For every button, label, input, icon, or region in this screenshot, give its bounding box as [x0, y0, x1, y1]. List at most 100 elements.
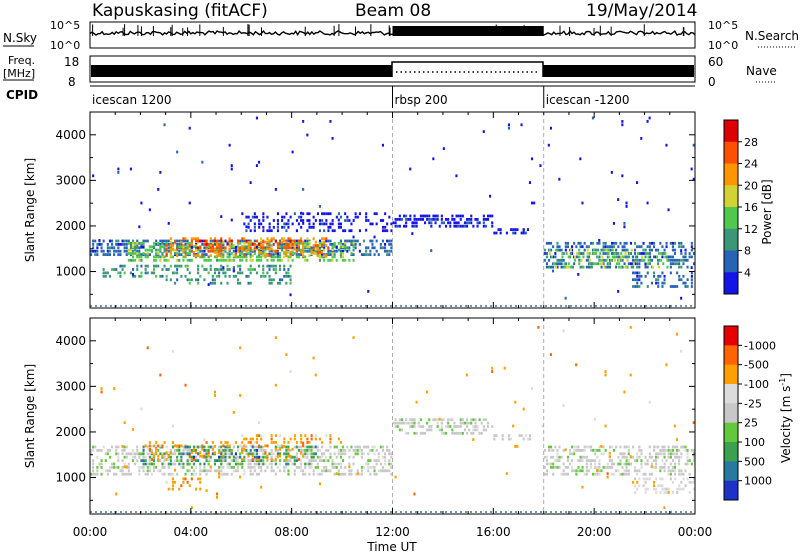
data-cell [390, 455, 393, 459]
data-cell [180, 245, 183, 249]
data-cell [629, 455, 632, 458]
data-cell [239, 258, 242, 262]
data-cell [197, 477, 200, 481]
data-cell [474, 421, 477, 425]
data-cell [195, 237, 198, 241]
data-cell [195, 459, 198, 462]
data-cell [403, 214, 406, 218]
data-cell [119, 249, 122, 253]
data-cell [577, 459, 580, 462]
data-cell [251, 472, 254, 476]
data-cell [218, 249, 221, 253]
data-cell [276, 449, 279, 452]
data-cell [552, 472, 555, 476]
data-cell [323, 240, 326, 244]
data-cell [260, 274, 263, 278]
data-cell [157, 454, 160, 458]
data-cell [583, 472, 586, 476]
data-cell [453, 421, 456, 425]
data-cell [205, 455, 208, 459]
data-cell [415, 400, 418, 404]
data-cell [629, 262, 632, 266]
data-cell [602, 445, 605, 449]
data-cell [213, 250, 216, 254]
data-cell [157, 252, 160, 255]
data-cell [171, 484, 174, 488]
data-cell [161, 444, 164, 448]
data-cell [178, 245, 181, 249]
data-cell [360, 449, 363, 452]
data-cell [220, 469, 223, 473]
data-cell [680, 469, 683, 473]
data-cell [270, 466, 273, 469]
data-cell [180, 466, 183, 469]
data-cell [220, 462, 223, 466]
data-cell [629, 326, 632, 329]
data-cell [554, 262, 557, 266]
data-cell [169, 264, 172, 268]
data-cell [438, 417, 441, 421]
data-cell [314, 244, 317, 247]
data-cell [197, 271, 200, 275]
data-cell [325, 434, 328, 437]
data-cell [552, 466, 555, 469]
data-cell [321, 222, 324, 226]
data-cell [682, 262, 685, 266]
data-cell [123, 246, 126, 250]
data-cell [300, 451, 303, 455]
data-cell [247, 459, 250, 462]
colorbar-tick-label: 12 [744, 223, 758, 236]
data-cell [253, 441, 256, 444]
data-cell [457, 425, 460, 428]
data-cell [234, 469, 237, 473]
data-cell [381, 246, 384, 250]
data-cell [375, 459, 378, 462]
data-cell [140, 271, 143, 275]
data-cell [648, 400, 651, 404]
data-cell [308, 222, 311, 226]
data-cell [140, 241, 143, 245]
data-cell [270, 449, 273, 452]
data-cell [426, 421, 429, 425]
data-cell [155, 451, 158, 455]
data-cell [356, 239, 359, 243]
data-cell [468, 218, 471, 221]
data-cell [281, 219, 284, 222]
data-cell [108, 274, 111, 278]
data-cell [220, 239, 223, 243]
data-cell [232, 258, 235, 262]
data-cell [463, 421, 466, 425]
data-cell [346, 249, 349, 253]
data-cell [377, 455, 380, 459]
data-cell [381, 466, 384, 469]
data-cell [283, 239, 286, 243]
data-cell [121, 459, 124, 462]
data-cell [218, 243, 221, 246]
data-cell [108, 449, 111, 452]
data-cell [457, 221, 460, 225]
data-cell [432, 157, 435, 161]
data-cell [657, 278, 660, 282]
data-cell [182, 244, 185, 247]
data-cell [611, 258, 614, 262]
data-cell [367, 246, 370, 250]
data-cell [279, 444, 282, 448]
data-cell [632, 258, 635, 262]
data-cell [407, 218, 410, 221]
nsearch-tick-bottom: 10^0 [708, 39, 738, 52]
data-cell [671, 491, 674, 494]
data-cell [690, 271, 693, 275]
data-cell [127, 239, 130, 243]
data-cell [148, 444, 151, 448]
data-cell [459, 224, 462, 228]
data-cell [226, 242, 229, 246]
data-cell [627, 445, 630, 449]
data-cell [211, 246, 214, 250]
data-cell [167, 249, 170, 253]
data-cell [228, 237, 231, 241]
data-cell [339, 441, 342, 444]
data-cell [146, 271, 149, 275]
data-cell [161, 245, 164, 249]
data-cell [199, 477, 202, 481]
data-cell [178, 462, 181, 466]
